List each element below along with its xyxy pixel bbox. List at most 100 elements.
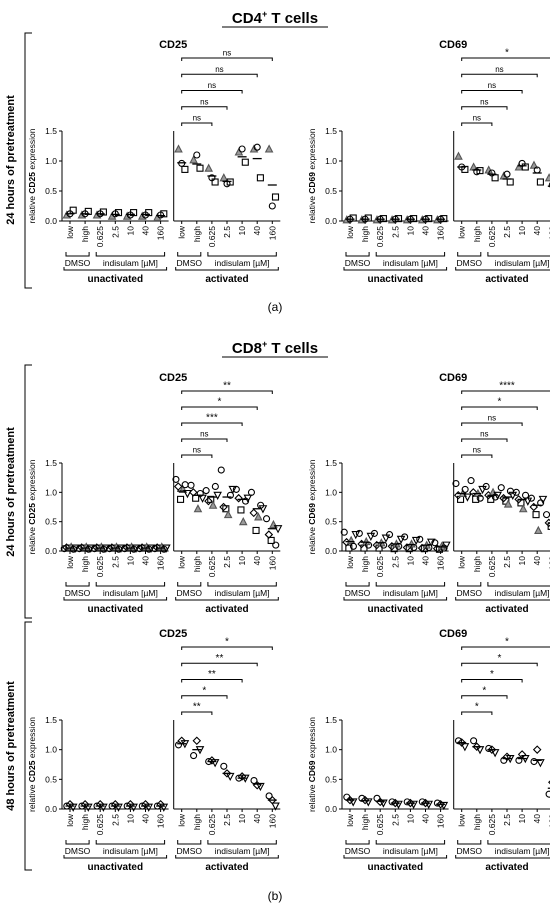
significance-bracket [181,422,243,426]
significance-bracket [181,711,213,715]
data-point [219,502,228,512]
group-label-unactivated: unactivated [368,604,424,615]
significance-bracket [181,106,228,110]
y-tick-label: 1.5 [325,715,337,725]
data-point [222,505,230,513]
x-tick-label-unactivated: 0.625 [95,226,105,248]
x-tick-label-unactivated: 40 [421,556,431,566]
x-tick-label-activated: low [177,813,187,827]
dmso-label: DMSO [65,846,91,856]
x-tick-label-unactivated: high [360,226,370,242]
significance-label: ** [216,653,224,664]
data-point [193,504,203,513]
significance-label: * [202,685,206,696]
dmso-bracket [65,840,90,845]
indisulam-label: indisulam [µM] [495,588,550,598]
data-point [202,487,210,495]
dmso-label: DMSO [177,258,203,268]
x-tick-label-activated: 2.5 [222,556,232,568]
x-tick-label-activated: 40 [252,814,262,824]
indisulam-label: indisulam [µM] [495,258,550,268]
group-bracket-unactivated [343,597,448,601]
data-point [425,543,433,552]
group-label-activated: activated [485,604,528,615]
significance-label: * [482,685,486,696]
data-point [379,799,388,808]
data-point [183,489,192,499]
data-point [456,495,465,503]
x-tick-label-unactivated: low [65,813,75,827]
significance-bracket [461,454,493,458]
significance-label: ns [200,97,208,106]
dmso-bracket [457,840,482,845]
dmso-label: DMSO [345,588,371,598]
group-bracket-activated [175,855,279,859]
data-point [416,535,424,543]
data-point [111,799,120,809]
data-point [545,790,550,798]
data-point [204,163,214,172]
data-point [160,210,168,218]
x-tick-label-activated: 10 [237,556,247,566]
significance-bracket [181,438,228,442]
significance-bracket [181,57,273,61]
x-tick-label-unactivated: 40 [141,814,151,824]
significance-bracket [181,406,258,410]
x-tick-label-activated: 160 [267,226,277,240]
x-tick-label-activated: 2.5 [502,556,512,568]
group-bracket-activated [175,267,279,271]
data-point [463,493,472,502]
indisulam-label: indisulam [µM] [383,258,438,268]
significance-label: ns [480,97,488,106]
data-point [442,541,451,550]
chart-cd4-24h-cd25: CD25 0.0 0.5 1.0 1.5 relative CD25 expression… [27,39,281,285]
data-point [156,799,165,809]
data-point [172,475,180,483]
y-tick-label: 1.0 [325,487,337,497]
data-point [512,488,520,496]
x-tick-label-activated: 2.5 [502,226,512,238]
group-bracket-unactivated [63,267,168,271]
data-point [159,803,169,812]
indisulam-bracket [487,840,550,845]
chart-title: CD69 [439,39,467,51]
significance-label: *** [206,413,218,424]
group-label-activated: activated [485,862,528,873]
data-point [394,800,403,809]
data-point [256,174,264,182]
indisulam-label: indisulam [µM] [495,846,550,856]
significance-bracket [181,695,228,699]
dmso-bracket [65,252,90,257]
data-point [264,144,274,153]
data-point [340,528,348,536]
indisulam-bracket [375,252,446,257]
indisulam-bracket [95,840,166,845]
y-axis-label: relative CD69 expression [307,459,317,554]
data-point [454,151,463,160]
data-point [537,499,545,507]
data-point [232,485,240,493]
data-point [177,495,185,503]
data-point [220,762,228,770]
x-tick-label-unactivated: 2.5 [110,814,120,826]
dmso-bracket [345,840,370,845]
data-point [517,750,527,759]
data-point [272,541,280,549]
x-tick-label-activated: low [457,225,467,239]
group-label-unactivated: unactivated [88,862,144,873]
dmso-bracket [177,840,202,845]
data-point [129,803,138,812]
data-point [189,155,198,164]
data-point [241,158,249,166]
y-tick-label: 1.5 [45,458,57,468]
data-point [145,209,153,217]
y-axis-label: relative CD69 expression [307,717,317,812]
data-point [364,214,372,222]
data-point [363,798,373,807]
group-bracket-unactivated [343,855,448,859]
data-point [238,145,246,153]
significance-bracket [461,679,523,683]
y-axis-label: relative CD25 expression [27,717,37,812]
y-tick-label: 1.5 [325,126,337,136]
indisulam-bracket [95,252,166,257]
